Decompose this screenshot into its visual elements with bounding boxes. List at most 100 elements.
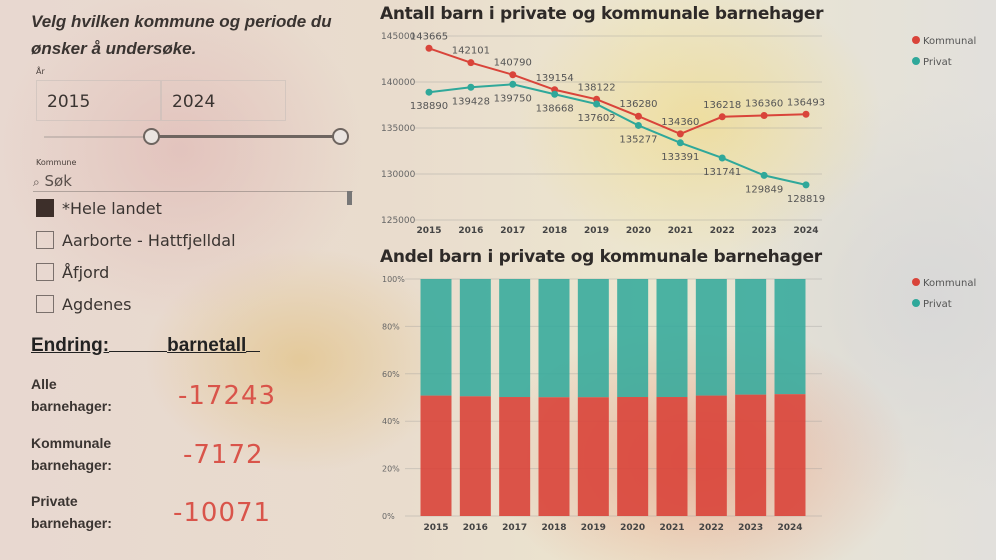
checkbox[interactable] [36,231,54,249]
x-tick-label: 2015 [416,226,441,236]
checkbox[interactable] [36,295,54,313]
kommune-list-item[interactable]: Agdenes [36,292,131,316]
data-point [425,88,433,96]
bar-segment-kommunal [538,397,570,516]
kommune-item-label: Åfjord [62,262,110,282]
data-label: 131741 [703,167,741,178]
x-tick-label: 2018 [542,226,567,236]
x-tick-label: 2022 [710,226,735,236]
year-slider-end-handle[interactable] [332,128,349,145]
bar-segment-privat [538,279,570,398]
x-tick-label: 2019 [584,226,609,236]
legend-label: Privat [923,57,952,68]
data-point [718,113,726,121]
label-line-2: barnehager: [31,398,112,414]
x-tick-label: 2024 [777,523,802,533]
x-tick-label: 2022 [699,523,724,533]
year-to-input[interactable]: 2024 [161,80,286,121]
legend-label: Kommunal [923,36,976,47]
checkbox[interactable] [36,263,54,281]
y-tick-label: 80% [382,322,400,331]
data-label: 133391 [661,152,699,163]
data-point [676,130,684,138]
change-header-left: Endring: [31,335,110,356]
data-label: 138122 [577,82,615,93]
year-slider-start-handle[interactable] [143,128,160,145]
bar-segment-privat [735,279,767,395]
checkbox[interactable] [36,199,54,217]
kommune-item-label: Aarborte - Hattfjelldal [62,230,236,250]
y-tick-label: 130000 [381,170,416,180]
year-slicer-label: År [36,67,45,76]
y-tick-label: 145000 [381,32,416,42]
data-label: 139154 [536,73,574,84]
y-tick-label: 140000 [381,78,416,88]
bar-segment-kommunal [420,395,452,516]
data-label: 142101 [452,46,490,57]
x-tick-label: 2017 [500,226,525,236]
legend-marker [912,299,920,307]
data-label: 129849 [745,184,783,195]
data-point [718,154,726,162]
search-placeholder: Søk [44,172,72,190]
data-point [634,112,642,120]
y-tick-label: 20% [382,465,400,474]
year-slider-range [152,135,342,138]
data-point [593,95,601,103]
x-tick-label: 2019 [581,523,606,533]
legend-marker [912,57,920,65]
bar-segment-privat [577,279,609,398]
label-line-2: barnehager: [31,457,112,473]
data-point [467,83,475,91]
data-point [467,59,475,67]
bar-segment-privat [459,279,491,397]
kommune-list-item[interactable]: Aarborte - Hattfjelldal [36,228,236,252]
kommune-list-item[interactable]: Åfjord [36,260,109,284]
y-tick-label: 40% [382,417,400,426]
data-label: 136360 [745,98,783,109]
data-label: 140790 [494,58,532,69]
change-row-value: -10071 [173,498,272,528]
bar-chart-title: Andel barn i private og kommunale barneh… [380,247,822,267]
bar-segment-kommunal [499,397,531,516]
x-tick-label: 2021 [668,226,693,236]
data-label: 136218 [703,100,741,111]
y-tick-label: 60% [382,370,400,379]
series-line-privat [428,83,807,186]
y-tick-label: 100% [382,275,405,284]
bar-segment-privat [656,279,688,398]
data-label: 138890 [410,101,448,112]
label-line-1: Alle [31,376,57,392]
x-tick-label: 2015 [423,523,448,533]
change-header-right: barnetall [167,335,247,356]
data-point [802,181,810,189]
data-point [634,121,642,129]
label-line-2: barnehager: [31,515,112,531]
x-tick-label: 2023 [752,226,777,236]
kommune-list-item[interactable]: *Hele landet [36,196,162,220]
legend-label: Kommunal [923,278,976,289]
data-point [802,110,810,118]
data-label: 134360 [661,117,699,128]
change-row-value: -7172 [183,440,264,470]
series-line-kommunal [428,47,807,135]
data-point [760,111,768,119]
label-line-1: Private [31,493,78,509]
kommune-item-label: *Hele landet [62,198,162,218]
change-row-label: Alle barnehager: [31,373,141,417]
data-point [676,139,684,147]
data-label: 135277 [619,134,657,145]
bar-segment-kommunal [617,397,649,516]
change-row-label: Private barnehager: [31,490,141,534]
data-label: 139750 [494,93,532,104]
bar-segment-privat [420,279,452,396]
kommune-list-scrollbar[interactable] [347,191,352,205]
year-from-input[interactable]: 2015 [36,80,161,121]
kommune-search-input[interactable]: ⌕ Søk [33,172,353,192]
data-point [509,80,517,88]
data-point [551,90,559,98]
bar-segment-kommunal [695,395,727,516]
kommune-item-label: Agdenes [62,294,132,314]
bar-segment-privat [695,279,727,396]
search-icon: ⌕ [33,175,40,189]
